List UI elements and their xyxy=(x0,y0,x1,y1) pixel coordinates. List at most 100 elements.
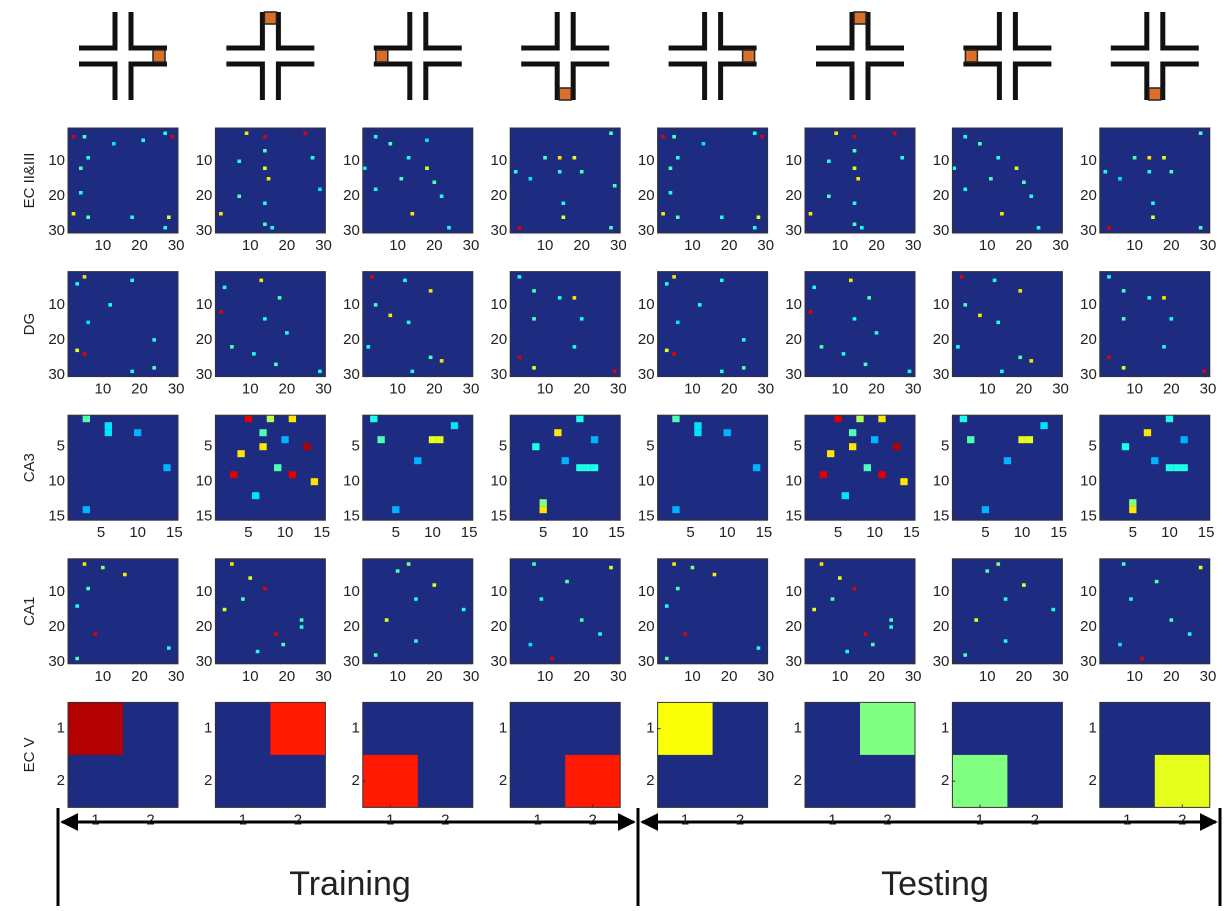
heatmap-cell xyxy=(856,415,863,422)
heatmap-panel: 101020203030 xyxy=(196,559,332,685)
y-tick-label: 30 xyxy=(1080,366,1097,383)
heatmap-panel: 5510101515 xyxy=(196,415,330,541)
heatmap-cell xyxy=(289,471,296,478)
heatmap-cell xyxy=(263,587,267,591)
heatmap-cell xyxy=(573,296,577,300)
x-tick-label: 20 xyxy=(721,668,738,685)
y-tick-label: 2 xyxy=(794,772,802,789)
x-tick-label: 1 xyxy=(386,811,394,828)
y-tick-label: 20 xyxy=(785,331,802,348)
y-tick-label: 10 xyxy=(638,583,655,600)
x-tick-label: 10 xyxy=(572,524,589,541)
heatmap-cell xyxy=(757,646,761,650)
heatmap-cell xyxy=(996,321,1000,325)
y-tick-label: 2 xyxy=(646,772,654,789)
heatmap-cell xyxy=(827,195,831,199)
heatmap-cell xyxy=(1133,156,1137,160)
heatmap-cell xyxy=(967,436,974,443)
x-tick-label: 10 xyxy=(979,668,996,685)
heatmap-cell xyxy=(219,212,223,216)
heatmap-cell xyxy=(374,653,378,657)
x-tick-label: 30 xyxy=(1200,237,1217,254)
y-tick-label: 10 xyxy=(638,473,655,490)
heatmap-cell xyxy=(263,223,267,227)
heatmap-cell xyxy=(856,177,860,181)
heatmap-cell xyxy=(1162,345,1166,349)
heatmap-cell xyxy=(661,135,665,139)
heatmap-cell xyxy=(432,181,436,185)
heatmap-cell xyxy=(853,587,857,591)
panel-background xyxy=(510,272,620,377)
heatmap-cell xyxy=(889,625,893,629)
y-tick-label: 2 xyxy=(204,772,212,789)
heatmap-cell xyxy=(834,132,838,136)
agent-marker xyxy=(559,88,571,100)
heatmap-cell xyxy=(86,156,90,160)
heatmap-cell xyxy=(842,492,849,499)
heatmap-cell xyxy=(396,569,400,573)
agent-marker xyxy=(965,50,977,62)
heatmap-cell xyxy=(598,632,602,636)
heatmap-cell xyxy=(1144,429,1151,436)
heatmap-cell xyxy=(432,583,436,587)
panel-background xyxy=(658,272,768,377)
heatmap-cell xyxy=(83,562,87,566)
heatmap-panel: 101020203030 xyxy=(785,272,921,398)
maze-wall xyxy=(1111,12,1147,48)
heatmap-cell xyxy=(672,275,676,279)
heatmap-cell xyxy=(311,478,318,485)
y-tick-label: 1 xyxy=(57,720,65,737)
heatmap-cell xyxy=(219,310,223,314)
x-tick-label: 20 xyxy=(1163,668,1180,685)
heatmap-cell xyxy=(853,135,857,139)
x-tick-label: 10 xyxy=(684,668,701,685)
heatmap-cell xyxy=(1166,464,1173,471)
heatmap-cell xyxy=(1129,597,1133,601)
heatmap-cell xyxy=(853,167,857,171)
heatmap-cell xyxy=(86,321,90,325)
heatmap-cell xyxy=(532,562,536,566)
y-tick-label: 30 xyxy=(933,366,950,383)
heatmap-cell xyxy=(875,331,879,335)
x-tick-label: 5 xyxy=(539,524,547,541)
heatmap-panel: 5510101515 xyxy=(785,415,919,541)
heatmap-cell xyxy=(1026,436,1033,443)
panel-background xyxy=(510,559,620,664)
heatmap-cell xyxy=(1166,415,1173,422)
heatmap-panel: 101020203030 xyxy=(933,559,1069,685)
heatmap-panel: 101020203030 xyxy=(491,128,627,254)
heatmap-cell xyxy=(1147,156,1151,160)
heatmap-cell xyxy=(256,650,260,654)
x-tick-label: 5 xyxy=(981,524,989,541)
heatmap-cell xyxy=(429,289,433,293)
heatmap-cell xyxy=(414,597,418,601)
maze-wall xyxy=(573,12,609,48)
heatmap-cell xyxy=(270,702,325,755)
heatmap-panel: 101020203030 xyxy=(638,559,774,685)
heatmap-cell xyxy=(809,310,813,314)
heatmap-cell xyxy=(849,279,853,283)
heatmap-cell xyxy=(163,464,170,471)
x-tick-label: 30 xyxy=(757,381,774,398)
x-tick-label: 10 xyxy=(537,668,554,685)
heatmap-cell xyxy=(889,618,893,622)
row-label: CA3 xyxy=(21,453,38,482)
panel-background xyxy=(215,415,325,520)
heatmap-cell xyxy=(720,370,724,374)
heatmap-cell xyxy=(83,275,87,279)
heatmap-cell xyxy=(407,156,411,160)
heatmap-cell xyxy=(1199,566,1203,570)
y-tick-label: 10 xyxy=(933,296,950,313)
y-tick-label: 10 xyxy=(933,473,950,490)
panel-background xyxy=(658,415,768,520)
x-tick-label: 10 xyxy=(684,237,701,254)
x-tick-label: 5 xyxy=(97,524,105,541)
x-tick-label: 20 xyxy=(721,237,738,254)
y-tick-label: 10 xyxy=(1080,296,1097,313)
heatmap-cell xyxy=(558,170,562,174)
heatmap-cell xyxy=(75,349,79,353)
heatmap-cell xyxy=(742,338,746,342)
